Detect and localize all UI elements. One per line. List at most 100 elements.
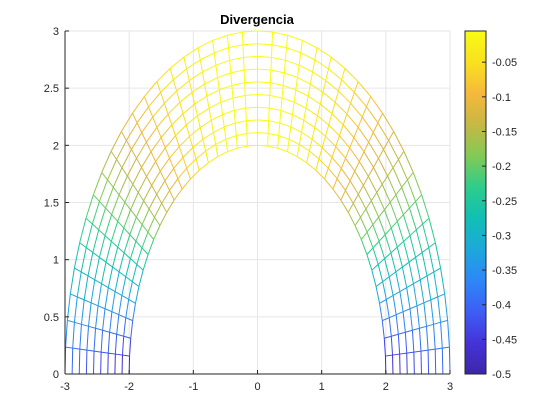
mesh-arc-segment bbox=[365, 208, 374, 225]
mesh-arc-segment bbox=[296, 156, 307, 164]
mesh-arc-segment bbox=[363, 151, 374, 168]
mesh-spoke-segment bbox=[268, 95, 271, 109]
mesh-arc-segment bbox=[441, 348, 444, 375]
mesh-arc-segment bbox=[197, 107, 210, 117]
mesh-arc-segment bbox=[292, 114, 304, 121]
mesh-spoke-segment bbox=[317, 103, 321, 116]
mesh-spoke-segment bbox=[347, 203, 354, 213]
mesh-arc-segment bbox=[330, 56, 346, 69]
mesh-arc-segment bbox=[362, 185, 372, 201]
mesh-spoke-segment bbox=[93, 350, 102, 353]
mesh-arc-segment bbox=[111, 194, 120, 215]
mesh-arc-segment bbox=[176, 80, 190, 92]
mesh-arc-segment bbox=[87, 302, 92, 327]
mesh-arc-segment bbox=[397, 334, 401, 355]
mesh-spoke-segment bbox=[314, 47, 318, 60]
mesh-spoke-segment bbox=[83, 299, 92, 304]
mesh-arc-segment bbox=[131, 132, 143, 150]
mesh-arc-segment bbox=[372, 247, 379, 265]
mesh-spoke-segment bbox=[117, 246, 125, 254]
mesh-arc-segment bbox=[388, 276, 394, 296]
mesh-spoke-segment bbox=[245, 120, 248, 134]
mesh-arc-segment bbox=[132, 96, 145, 114]
y-tick-label: 2.5 bbox=[44, 83, 59, 95]
mesh-spoke-segment bbox=[437, 293, 445, 298]
mesh-arc-segment bbox=[383, 149, 394, 168]
mesh-spoke-segment bbox=[362, 176, 369, 186]
mesh-arc-segment bbox=[404, 332, 408, 354]
mesh-arc-segment bbox=[141, 116, 154, 133]
mesh-spoke-segment bbox=[183, 56, 188, 69]
mesh-spoke-segment bbox=[372, 122, 379, 133]
mesh-arc-segment bbox=[347, 212, 356, 226]
mesh-arc-segment bbox=[287, 151, 298, 157]
mesh-spoke-segment bbox=[87, 275, 96, 281]
mesh-arc-segment bbox=[156, 68, 171, 82]
mesh-arc-segment bbox=[220, 97, 234, 103]
mesh-spoke-segment bbox=[385, 354, 393, 357]
mesh-arc-segment bbox=[338, 90, 351, 104]
mesh-spoke-segment bbox=[137, 192, 145, 202]
mesh-arc-segment bbox=[159, 212, 168, 226]
mesh-spoke-segment bbox=[433, 321, 441, 325]
mesh-arc-segment bbox=[300, 52, 316, 61]
mesh-arc-segment bbox=[217, 72, 231, 79]
mesh-arc-segment bbox=[182, 103, 196, 115]
mesh-arc-segment bbox=[357, 81, 372, 97]
mesh-spoke-segment bbox=[290, 114, 293, 128]
mesh-arc-segment bbox=[222, 110, 235, 116]
mesh-arc-segment bbox=[403, 241, 410, 263]
mesh-spoke-segment bbox=[146, 176, 153, 186]
mesh-spoke-segment bbox=[358, 151, 365, 162]
mesh-spoke-segment bbox=[147, 231, 155, 240]
mesh-arc-segment bbox=[192, 138, 204, 149]
mesh-spoke-segment bbox=[280, 97, 283, 111]
mesh-arc-segment bbox=[142, 254, 149, 271]
mesh-arc-segment bbox=[136, 247, 143, 265]
mesh-arc-segment bbox=[372, 224, 380, 242]
mesh-arc-segment bbox=[285, 59, 300, 66]
mesh-arc-segment bbox=[387, 175, 397, 195]
mesh-arc-segment bbox=[208, 101, 222, 109]
mesh-arc-segment bbox=[257, 132, 269, 134]
mesh-spoke-segment bbox=[210, 120, 214, 133]
mesh-arc-segment bbox=[428, 247, 435, 273]
mesh-arc-segment bbox=[100, 330, 104, 353]
mesh-arc-segment bbox=[116, 314, 120, 335]
mesh-arc-segment bbox=[433, 271, 439, 297]
mesh-spoke-segment bbox=[195, 158, 200, 171]
mesh-spoke-segment bbox=[111, 311, 120, 316]
mesh-spoke-segment bbox=[379, 298, 387, 304]
mesh-arc-segment bbox=[422, 223, 430, 248]
mesh-spoke-segment bbox=[150, 151, 157, 162]
mesh-arc-segment bbox=[107, 332, 111, 354]
mesh-spoke-segment bbox=[241, 32, 244, 45]
mesh-spoke-segment bbox=[212, 40, 215, 53]
mesh-arc-segment bbox=[202, 131, 214, 140]
mesh-spoke-segment bbox=[95, 327, 103, 331]
mesh-arc-segment bbox=[135, 200, 145, 218]
mesh-spoke-segment bbox=[422, 217, 430, 225]
mesh-spoke-segment bbox=[303, 108, 307, 121]
mesh-spoke-segment bbox=[92, 252, 100, 258]
mesh-spoke-segment bbox=[182, 157, 188, 169]
mesh-arc-segment bbox=[138, 270, 144, 287]
mesh-spoke-segment bbox=[229, 60, 232, 73]
mesh-arc-segment bbox=[114, 271, 120, 292]
mesh-spoke-segment bbox=[387, 167, 394, 177]
mesh-arc-segment bbox=[396, 221, 405, 242]
mesh-spoke-segment bbox=[188, 80, 193, 93]
mesh-spoke-segment bbox=[384, 201, 391, 211]
mesh-spoke-segment bbox=[129, 234, 137, 242]
mesh-spoke-segment bbox=[136, 264, 144, 271]
mesh-arc-segment bbox=[257, 144, 268, 147]
mesh-arc-segment bbox=[306, 162, 317, 171]
mesh-arc-segment bbox=[392, 295, 397, 315]
mesh-spoke-segment bbox=[373, 158, 379, 168]
mesh-spoke-segment bbox=[328, 113, 333, 126]
mesh-arc-segment bbox=[284, 72, 298, 79]
mesh-arc-segment bbox=[129, 241, 137, 259]
mesh-arc-segment bbox=[371, 270, 377, 287]
